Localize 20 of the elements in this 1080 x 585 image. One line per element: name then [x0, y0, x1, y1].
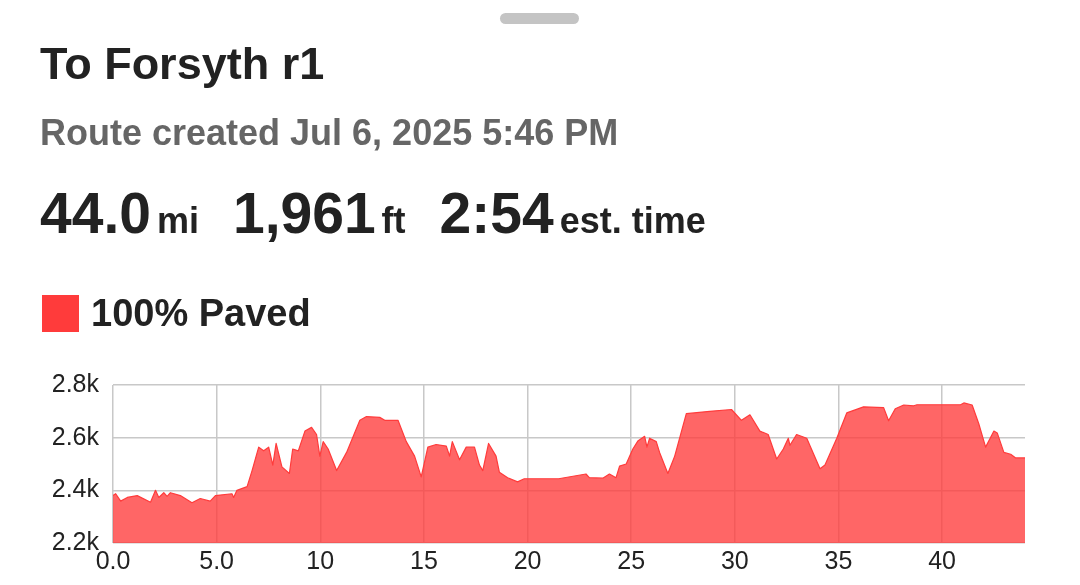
text: ft: [381, 200, 406, 241]
x-tick-label: 10: [306, 545, 335, 574]
y-tick-label: 2.4k: [51, 474, 100, 503]
x-tick-label: 25: [617, 545, 646, 574]
x-tick-label: 35: [824, 545, 853, 574]
y-tick-label: 2.6k: [51, 421, 100, 450]
x-tick-label: 20: [513, 545, 542, 574]
text: 44.0: [40, 181, 151, 245]
y-tick-label: 2.8k: [51, 368, 100, 397]
legend-label: 100% Paved: [91, 292, 311, 335]
chart-title: To Forsyth r1: [40, 38, 325, 90]
text: 1,961: [232, 181, 376, 245]
text: mi: [156, 200, 199, 241]
x-tick-label: 15: [410, 545, 438, 574]
x-tick-label: 40: [928, 545, 956, 574]
text: 2:54: [439, 181, 554, 245]
x-tick-label: 30: [720, 545, 749, 574]
chart-subtitle: Route created Jul 6, 2025 5:46 PM: [40, 112, 619, 154]
x-tick-label: 5.0: [199, 545, 235, 574]
text: est. time: [559, 200, 706, 241]
